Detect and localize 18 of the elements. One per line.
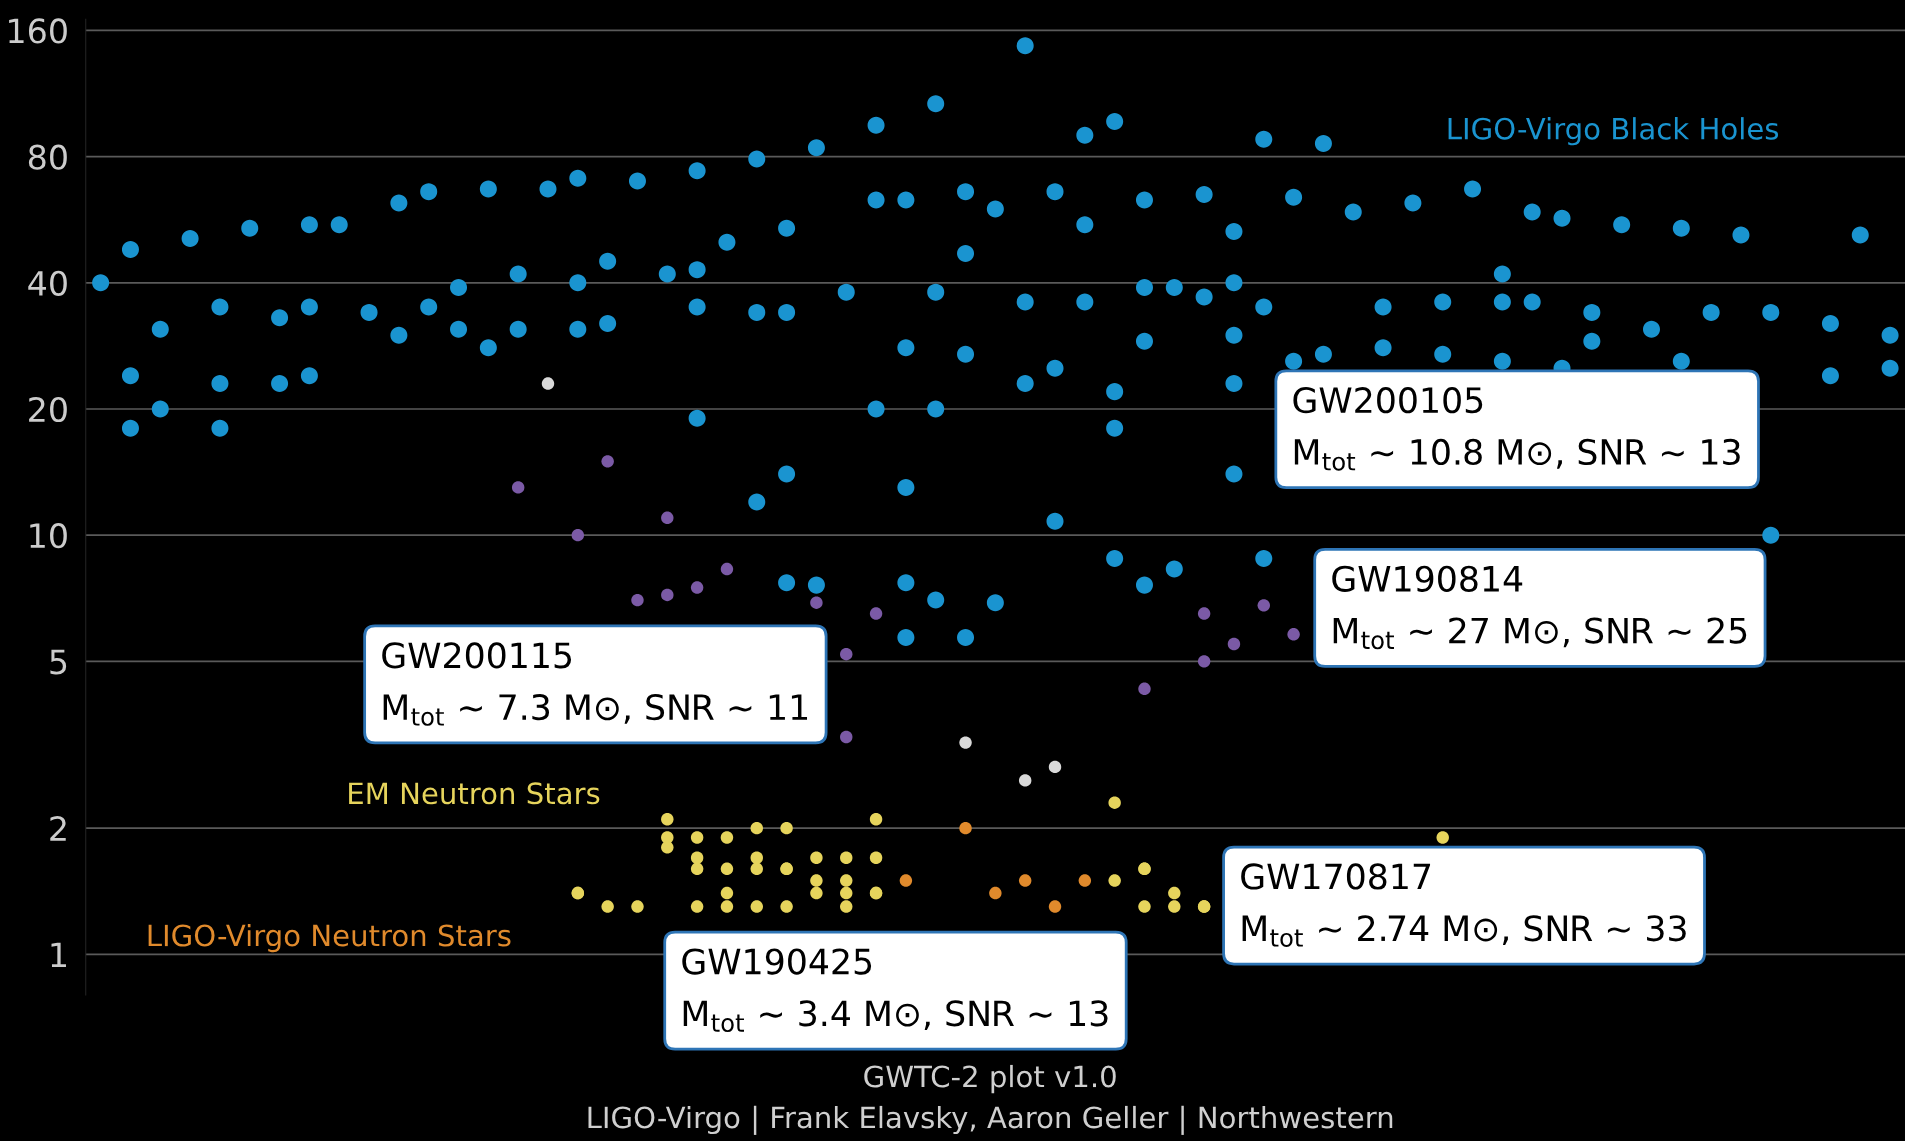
y-tick-label: 160 [9,18,67,44]
y-tick-label: 2 [50,816,66,841]
y-tick-label: 5 [50,649,67,675]
y-tick-label: 80 [28,144,67,170]
text: LIGO-Virgo Neutron Stars [148,923,511,953]
y-tick-label: 40 [28,270,67,296]
series-label: LIGO-Virgo Black Holes [1448,117,1779,146]
text: EM Neutron Stars [349,782,600,805]
text: GWTC-2 plot v1.0 [864,1064,1116,1094]
text: LIGO-Virgo | Frank Elavsky, Aaron Geller | Northwestern [588,1105,1393,1135]
annotation: GW170817 M$_{tot}$ ~ 2.74 M⊙, SNR ~ 33 [1241,863,1686,947]
y-tick-label: 20 [29,396,67,423]
annotation: GW190814 M$_{tot}$ ~ 27 M⊙, SNR ~ 25 [1332,565,1747,650]
annotation: GW200115 M$_{tot}$ ~ 7.3 M⊙, SNR ~ 11 [382,642,808,726]
annotation: GW200105 M$_{tot}$ ~ 10.8 M⊙, SNR ~ 13 [1293,387,1740,471]
y-tick-label: 10 [30,523,67,549]
annotation: GW190425 M$_{tot}$ ~ 3.4 M⊙, SNR ~ 13 [682,948,1108,1033]
y-tick-label: 1 [51,942,66,967]
